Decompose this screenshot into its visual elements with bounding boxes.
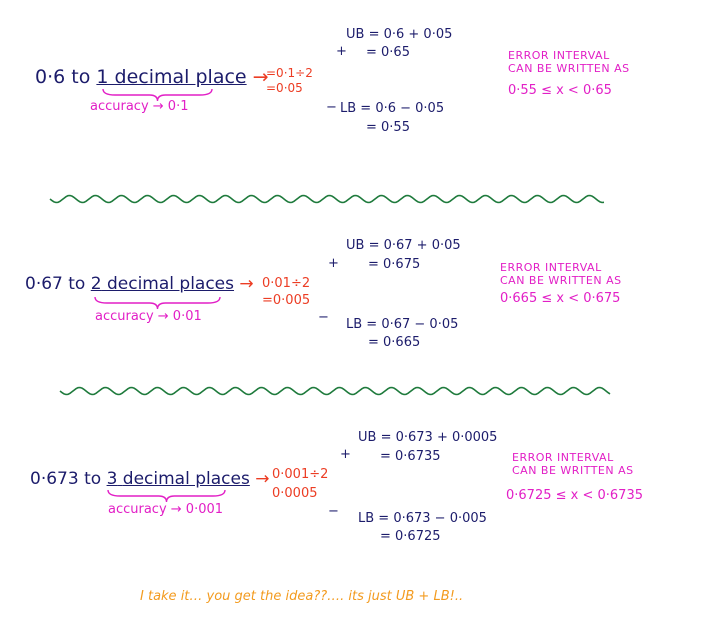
plus-sign: +: [340, 447, 351, 462]
minus-sign: −: [318, 310, 329, 325]
error-interval: 0·665 ≤ x < 0·675: [500, 291, 621, 306]
error-interval: 0·55 ≤ x < 0·65: [508, 83, 612, 98]
plus-sign: +: [328, 256, 339, 271]
wavy-divider-1: [49, 194, 605, 204]
arrow-icon: →: [255, 469, 270, 489]
error-interval-heading: ERROR INTERVAL: [500, 261, 602, 274]
upper-bound-result: = 0·6735: [380, 449, 441, 464]
lower-bound-result: = 0·6725: [380, 529, 441, 544]
upper-bound-result: = 0·65: [366, 45, 410, 60]
dp-count: 3: [106, 469, 118, 489]
error-interval-heading-2: CAN BE WRITTEN AS: [500, 274, 622, 287]
brace-1: [102, 88, 213, 102]
accuracy-note: accuracy → 0·001: [108, 502, 224, 517]
half-accuracy-result: =0·005: [262, 293, 311, 308]
dp-phrase: 2 decimal places: [91, 274, 234, 294]
plus-sign: +: [336, 44, 347, 59]
dp-count: 2: [90, 274, 102, 294]
to-text: to: [71, 66, 91, 88]
lower-bound-calc: LB = 0·673 − 0·005: [358, 511, 487, 526]
arrow-icon: →: [239, 274, 254, 294]
lower-bound-calc: LB = 0·6 − 0·05: [340, 101, 445, 116]
number: 0·673: [30, 469, 79, 489]
rounding-statement: 0·67 to 2 decimal places →: [25, 276, 254, 293]
dp-label: decimal places: [106, 274, 235, 294]
dp-phrase: 3 decimal places: [107, 469, 250, 489]
lower-bound-result: = 0·55: [366, 120, 410, 135]
to-text: to: [84, 469, 102, 489]
lower-bound-calc: LB = 0·67 − 0·05: [346, 317, 459, 332]
dp-label: decimal place: [114, 66, 247, 88]
dp-label: decimal places: [122, 469, 250, 489]
error-interval-heading: ERROR INTERVAL: [512, 451, 614, 464]
error-interval-heading-2: CAN BE WRITTEN AS: [512, 464, 634, 477]
half-accuracy-calc: 0·001÷2: [272, 467, 329, 482]
minus-sign: −: [326, 100, 337, 115]
half-accuracy-calc: =0·1÷2: [266, 66, 313, 80]
upper-bound-result: = 0·675: [368, 257, 421, 272]
number: 0·6: [35, 66, 66, 88]
wavy-divider-2: [59, 386, 611, 396]
minus-sign: −: [328, 504, 339, 519]
brace-2: [94, 296, 221, 310]
footer-note: I take it… you get the idea??…. its just…: [140, 589, 464, 604]
error-interval-heading-2: CAN BE WRITTEN AS: [508, 62, 630, 75]
dp-phrase: 1 decimal place: [96, 66, 246, 88]
upper-bound-calc: UB = 0·673 + 0·0005: [358, 430, 498, 445]
half-accuracy-result: =0·05: [266, 81, 303, 95]
arrow-icon: →: [252, 66, 269, 88]
to-text: to: [68, 274, 86, 294]
accuracy-note: accuracy → 0·01: [95, 309, 202, 324]
rounding-statement: 0·6 to 1 decimal place →: [35, 68, 269, 87]
brace-3: [107, 489, 226, 503]
upper-bound-calc: UB = 0·6 + 0·05: [346, 27, 453, 42]
upper-bound-calc: UB = 0·67 + 0·05: [346, 238, 461, 253]
half-accuracy-calc: 0·01÷2: [262, 276, 311, 291]
lower-bound-result: = 0·665: [368, 335, 421, 350]
half-accuracy-result: 0·0005: [272, 486, 318, 501]
rounding-statement: 0·673 to 3 decimal places →: [30, 471, 269, 488]
dp-count: 1: [96, 66, 109, 88]
error-interval: 0·6725 ≤ x < 0·6735: [506, 488, 643, 503]
error-interval-heading: ERROR INTERVAL: [508, 49, 610, 62]
number: 0·67: [25, 274, 63, 294]
accuracy-note: accuracy → 0·1: [90, 99, 189, 114]
